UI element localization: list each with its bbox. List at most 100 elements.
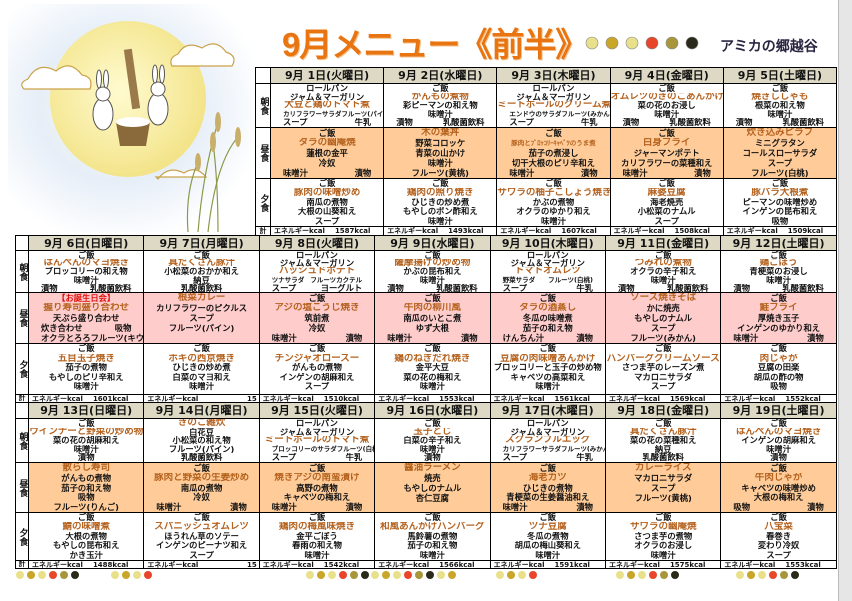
menu-item: 味噌汁 xyxy=(766,275,792,284)
menu-item: 味噌汁 xyxy=(502,502,528,512)
menu-item: 金平大豆 xyxy=(415,363,449,372)
decor-dot xyxy=(507,571,515,579)
decor-dot xyxy=(71,571,79,579)
menu-item: 大根の梅和え xyxy=(753,492,804,503)
decor-dot xyxy=(426,571,434,579)
menu-item: カリフラワーの菜種和え xyxy=(621,158,713,168)
menu-item: フルーツ(白桃) xyxy=(336,444,374,453)
main-dish: 散らし寿司 xyxy=(62,463,110,473)
meal-cell-dinner: ご飯 チンジャオロースー がんもの煮物 インゲンの胡麻和え スープ xyxy=(259,344,376,395)
menu-item: ジャム＆マーガリン xyxy=(516,92,591,102)
menu-item-pair: 漬物 乳酸菌飲料 xyxy=(29,284,143,292)
menu-item-pair: 漬物 乳酸菌飲料 xyxy=(606,284,720,292)
decor-dot xyxy=(791,571,799,579)
menu-item: ピーマンの味噌炒め xyxy=(742,197,818,207)
menu-item: カリフラワーサラダ xyxy=(283,109,342,118)
main-dish: 豚バラ大根煮 xyxy=(751,188,809,198)
menu-item: さつま芋のレーズン煮 xyxy=(621,363,705,372)
menu-item: ジャム＆マーガリン xyxy=(279,259,355,268)
menu-item: ご飯 xyxy=(539,513,557,522)
menu-item: 菜の花のお浸し xyxy=(637,101,696,110)
menu-item: 南瓜の煮物 xyxy=(180,482,223,493)
menu-item: 漬物 xyxy=(694,168,711,178)
meal-cell-breakfast: ロールパン ジャム＆マーガリン ハッシュドポテト ツナサラダ フルーツカクテル スープ ヨー… xyxy=(259,251,376,293)
menu-item: 漬物 xyxy=(424,453,441,462)
menu-item: 漬物 xyxy=(807,502,824,512)
moon-rabbits-illustration xyxy=(8,4,254,232)
menu-item: 豆腐の田楽 xyxy=(757,363,800,372)
menu-item: 彩ピーマンの和え物 xyxy=(402,101,478,110)
energy-value: 1508kcal xyxy=(674,227,710,235)
meal-cell-dinner: ご飯 肉じゃが 豆腐の田楽 胡瓜の酢の物 吸物 xyxy=(721,344,837,395)
menu-item: ジャム＆マーガリン xyxy=(510,259,585,268)
menu-item: 乳酸菌飲料 xyxy=(642,453,684,462)
week-table: 朝食 昼食 夕食計 9月 6日(日曜日) ご飯 はんぺんのマヨ焼き ブロッコリーの和え物 味噌… xyxy=(15,235,837,403)
main-dish: 鶏ごぼう xyxy=(759,259,798,268)
menu-item: 味噌汁 xyxy=(419,382,445,391)
energy-label: エネルギーkcal xyxy=(724,395,776,403)
main-dish: タラの酒蒸し xyxy=(519,303,577,313)
energy-value: 15 xyxy=(247,561,257,569)
menu-item: ご飯 xyxy=(654,419,672,428)
meal-cell-dinner: ご飯 和風あんかけハンバーグ 馬鈴薯の煮物 茄子の和え物 味噌汁 xyxy=(375,513,491,561)
row-label-text: 夕食 xyxy=(258,193,269,212)
menu-item: もやしの昆布和え xyxy=(53,541,120,551)
menu-item: 牛乳 xyxy=(345,453,363,462)
menu-item: けんちん汁 xyxy=(502,333,545,343)
menu-item: インゲンのゆかり和え xyxy=(737,323,821,333)
meal-cell-dinner: ご飯 鶏肉の照り焼き ひじきの炒め煮 もやしのポン酢和え 味噌汁 xyxy=(384,179,498,227)
menu-item: 味噌汁 xyxy=(271,333,297,343)
menu-item: 杏仁豆腐 xyxy=(415,493,449,503)
menu-item: ブロッコリーのサラダ xyxy=(271,444,337,453)
menu-item: スープ xyxy=(304,382,330,391)
menu-item: ひじきの煮物 xyxy=(522,482,573,493)
main-dish: 豆腐の肉味噌あんかけ xyxy=(500,353,596,363)
menu-item: 乳酸菌飲料 xyxy=(89,283,132,293)
menu-item: フルーツ(黄桃) xyxy=(634,493,692,503)
menu-item: ご飯 xyxy=(431,179,449,188)
menu-item: ご飯 xyxy=(424,293,441,303)
menu-item-pair: スープ ヨーグルト xyxy=(260,284,374,292)
menu-item: 冬瓜の味噌煮 xyxy=(522,313,573,323)
row-label-text: 夕食 xyxy=(17,360,28,378)
page-edge xyxy=(838,0,852,601)
menu-item: 味噌汁 xyxy=(427,216,453,226)
week-table: 朝食 昼食 夕食計 9月 1日(火曜日) ロールパン ジャム＆マーガリン 大豆と鶏のトマト煮… xyxy=(255,67,837,236)
menu-item: ご飯 xyxy=(658,84,675,93)
menu-item: 味噌汁 xyxy=(283,168,308,178)
meal-cell-lunch: ご飯 豚肉とﾌﾞﾛｯｺﾘｰｷｬﾍﾞﾂのうま煮 茄子の煮浸し 切干大根のピリ辛和え 味噌汁… xyxy=(497,128,611,179)
organization-name: アミカの郷越谷 xyxy=(720,39,818,55)
meal-cell-breakfast: ご飯 具だくさん豚汁 菜の花の菜種和え 納豆 乳酸菌飲料 xyxy=(606,419,722,463)
menu-item: キャベツの味噌炒め xyxy=(741,482,816,493)
energy-label: エネルギーkcal xyxy=(147,561,199,569)
menu-item: 大根の煮物 xyxy=(65,531,107,541)
menu-item: ご飯 xyxy=(77,344,95,353)
menu-item: インゲンの昆布和え xyxy=(742,207,818,217)
main-dish: きのこ雑炊 xyxy=(177,419,226,428)
menu-item: ご飯 xyxy=(770,293,787,303)
menu-item-pair: 味噌汁 漬物 xyxy=(721,333,835,343)
menu-item: 蓮根の金平 xyxy=(306,148,348,158)
menu-item: スープ xyxy=(650,382,676,391)
menu-item: がんもの煮物 xyxy=(292,363,342,372)
menu-item: 漬物 xyxy=(622,118,640,127)
main-dish: 鶏肉の梅風味焼き xyxy=(278,522,355,532)
meal-cell-dinner: ご飯 八宝菜 春巻き 変わり冷奴 スープ xyxy=(721,513,837,561)
day-header: 9月 1日(火曜日) xyxy=(271,68,385,84)
decor-dot xyxy=(111,571,119,579)
menu-item: 味噌汁 xyxy=(73,444,99,454)
menu-item: ご飯 xyxy=(424,344,441,353)
menu-item: ご飯 xyxy=(770,513,787,522)
decor-dot xyxy=(448,571,456,579)
decor-dot xyxy=(60,571,68,579)
menu-item: 味噌汁 xyxy=(304,550,330,560)
menu-item: 味噌汁 xyxy=(189,382,215,391)
menu-item: 冷奴 xyxy=(193,492,210,503)
meal-cell-dinner: ご飯 鯖の味噌煮 大根の煮物 もやしの昆布和え かき玉汁 xyxy=(29,513,145,561)
menu-item: ご飯 xyxy=(193,463,210,473)
meal-cell-lunch: ご飯 タラの酒蒸し 冬瓜の味噌煮 茄子の和え物 けんちん汁 漬物 xyxy=(490,293,606,344)
day-header: 9月 4日(金曜日) xyxy=(610,68,724,84)
main-dish: スパニッシュオムレツ xyxy=(154,522,249,532)
bottom-dots-decoration xyxy=(16,571,799,579)
menu-item: ロールパン xyxy=(296,419,338,428)
